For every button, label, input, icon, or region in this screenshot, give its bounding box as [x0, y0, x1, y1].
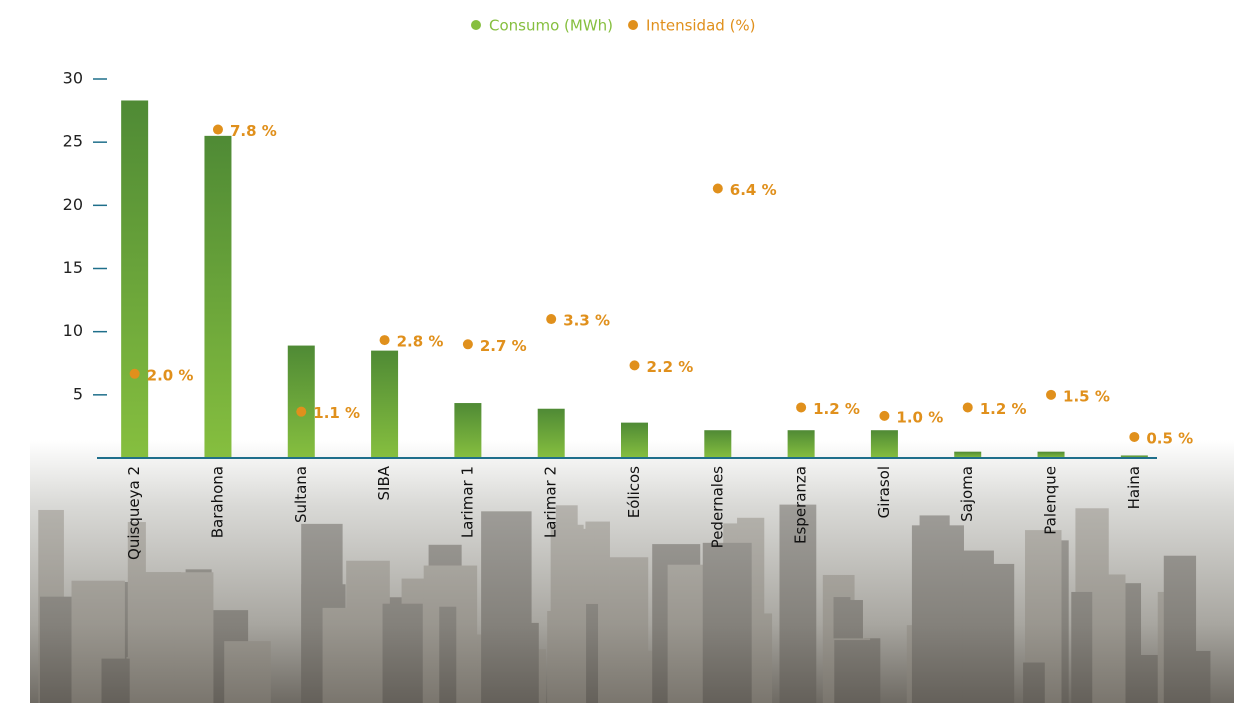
bar [621, 422, 648, 458]
x-tick-label: SIBA [375, 465, 393, 500]
bar [870, 430, 898, 458]
data-label: 2.8 % [397, 333, 444, 351]
bar [371, 350, 399, 458]
intensity-dot [462, 339, 473, 350]
legend-label: Intensidad (%) [646, 17, 756, 35]
data-label: 1.0 % [896, 408, 943, 426]
intensity-dot [546, 314, 557, 325]
bar [704, 430, 732, 458]
intensity-dot [629, 360, 640, 371]
bar [537, 408, 565, 458]
x-tick-label: Sajoma [958, 466, 976, 522]
y-tick-label: 30 [63, 69, 83, 88]
legend-label: Consumo (MWh) [489, 17, 613, 35]
x-tick-label: Barahona [208, 466, 226, 538]
bar [454, 403, 482, 458]
x-tick-label: Pedernales [708, 466, 726, 548]
intensity-dot [962, 402, 973, 413]
data-label: 3.3 % [563, 312, 610, 330]
legend-marker [471, 20, 481, 30]
y-tick-label: 25 [63, 132, 83, 151]
city-background [30, 440, 1234, 703]
y-tick-label: 10 [63, 321, 83, 340]
intensity-dot [712, 183, 723, 194]
data-label: 1.1 % [313, 404, 360, 422]
x-tick-label: Eólicos [625, 466, 643, 518]
y-tick-label: 15 [63, 258, 83, 277]
x-tick-label: Girasol [875, 466, 893, 518]
intensity-dot [1129, 431, 1140, 442]
x-tick-label: Esperanza [792, 466, 810, 544]
data-label: 2.2 % [647, 358, 694, 376]
bar [787, 430, 815, 458]
x-tick-label: Larimar 2 [542, 466, 560, 538]
bar [1120, 455, 1148, 458]
y-tick-label: 5 [73, 384, 83, 403]
x-tick-label: Quisqueya 2 [125, 466, 143, 560]
x-tick-label: Larimar 1 [458, 466, 476, 538]
legend: Consumo (MWh) Intensidad (%) [471, 17, 756, 35]
bar [287, 345, 315, 458]
intensity-dot [796, 402, 807, 413]
intensity-dot [129, 368, 140, 379]
intensity-dot [1046, 389, 1057, 400]
data-label: 1.5 % [1063, 387, 1110, 405]
bar [121, 100, 149, 458]
intensity-dot [296, 406, 307, 417]
data-label: 1.2 % [813, 400, 860, 418]
data-label: 2.0 % [147, 366, 194, 384]
intensity-dot [379, 335, 390, 346]
x-tick-label: Sultana [292, 466, 310, 523]
legend-marker [628, 20, 639, 30]
data-label: 0.5 % [1146, 429, 1193, 447]
bar [1037, 451, 1065, 458]
y-tick-label: 20 [63, 195, 83, 214]
intensity-dot [879, 410, 890, 421]
data-label: 7.8 % [230, 122, 277, 140]
intensity-dot [212, 124, 223, 135]
x-tick-label: Palenque [1042, 466, 1060, 535]
bar [954, 451, 982, 458]
data-label: 6.4 % [730, 181, 777, 199]
x-tick-label: Haina [1125, 466, 1143, 509]
data-label: 2.7 % [480, 337, 527, 355]
data-label: 1.2 % [980, 400, 1027, 418]
bar [204, 135, 232, 458]
